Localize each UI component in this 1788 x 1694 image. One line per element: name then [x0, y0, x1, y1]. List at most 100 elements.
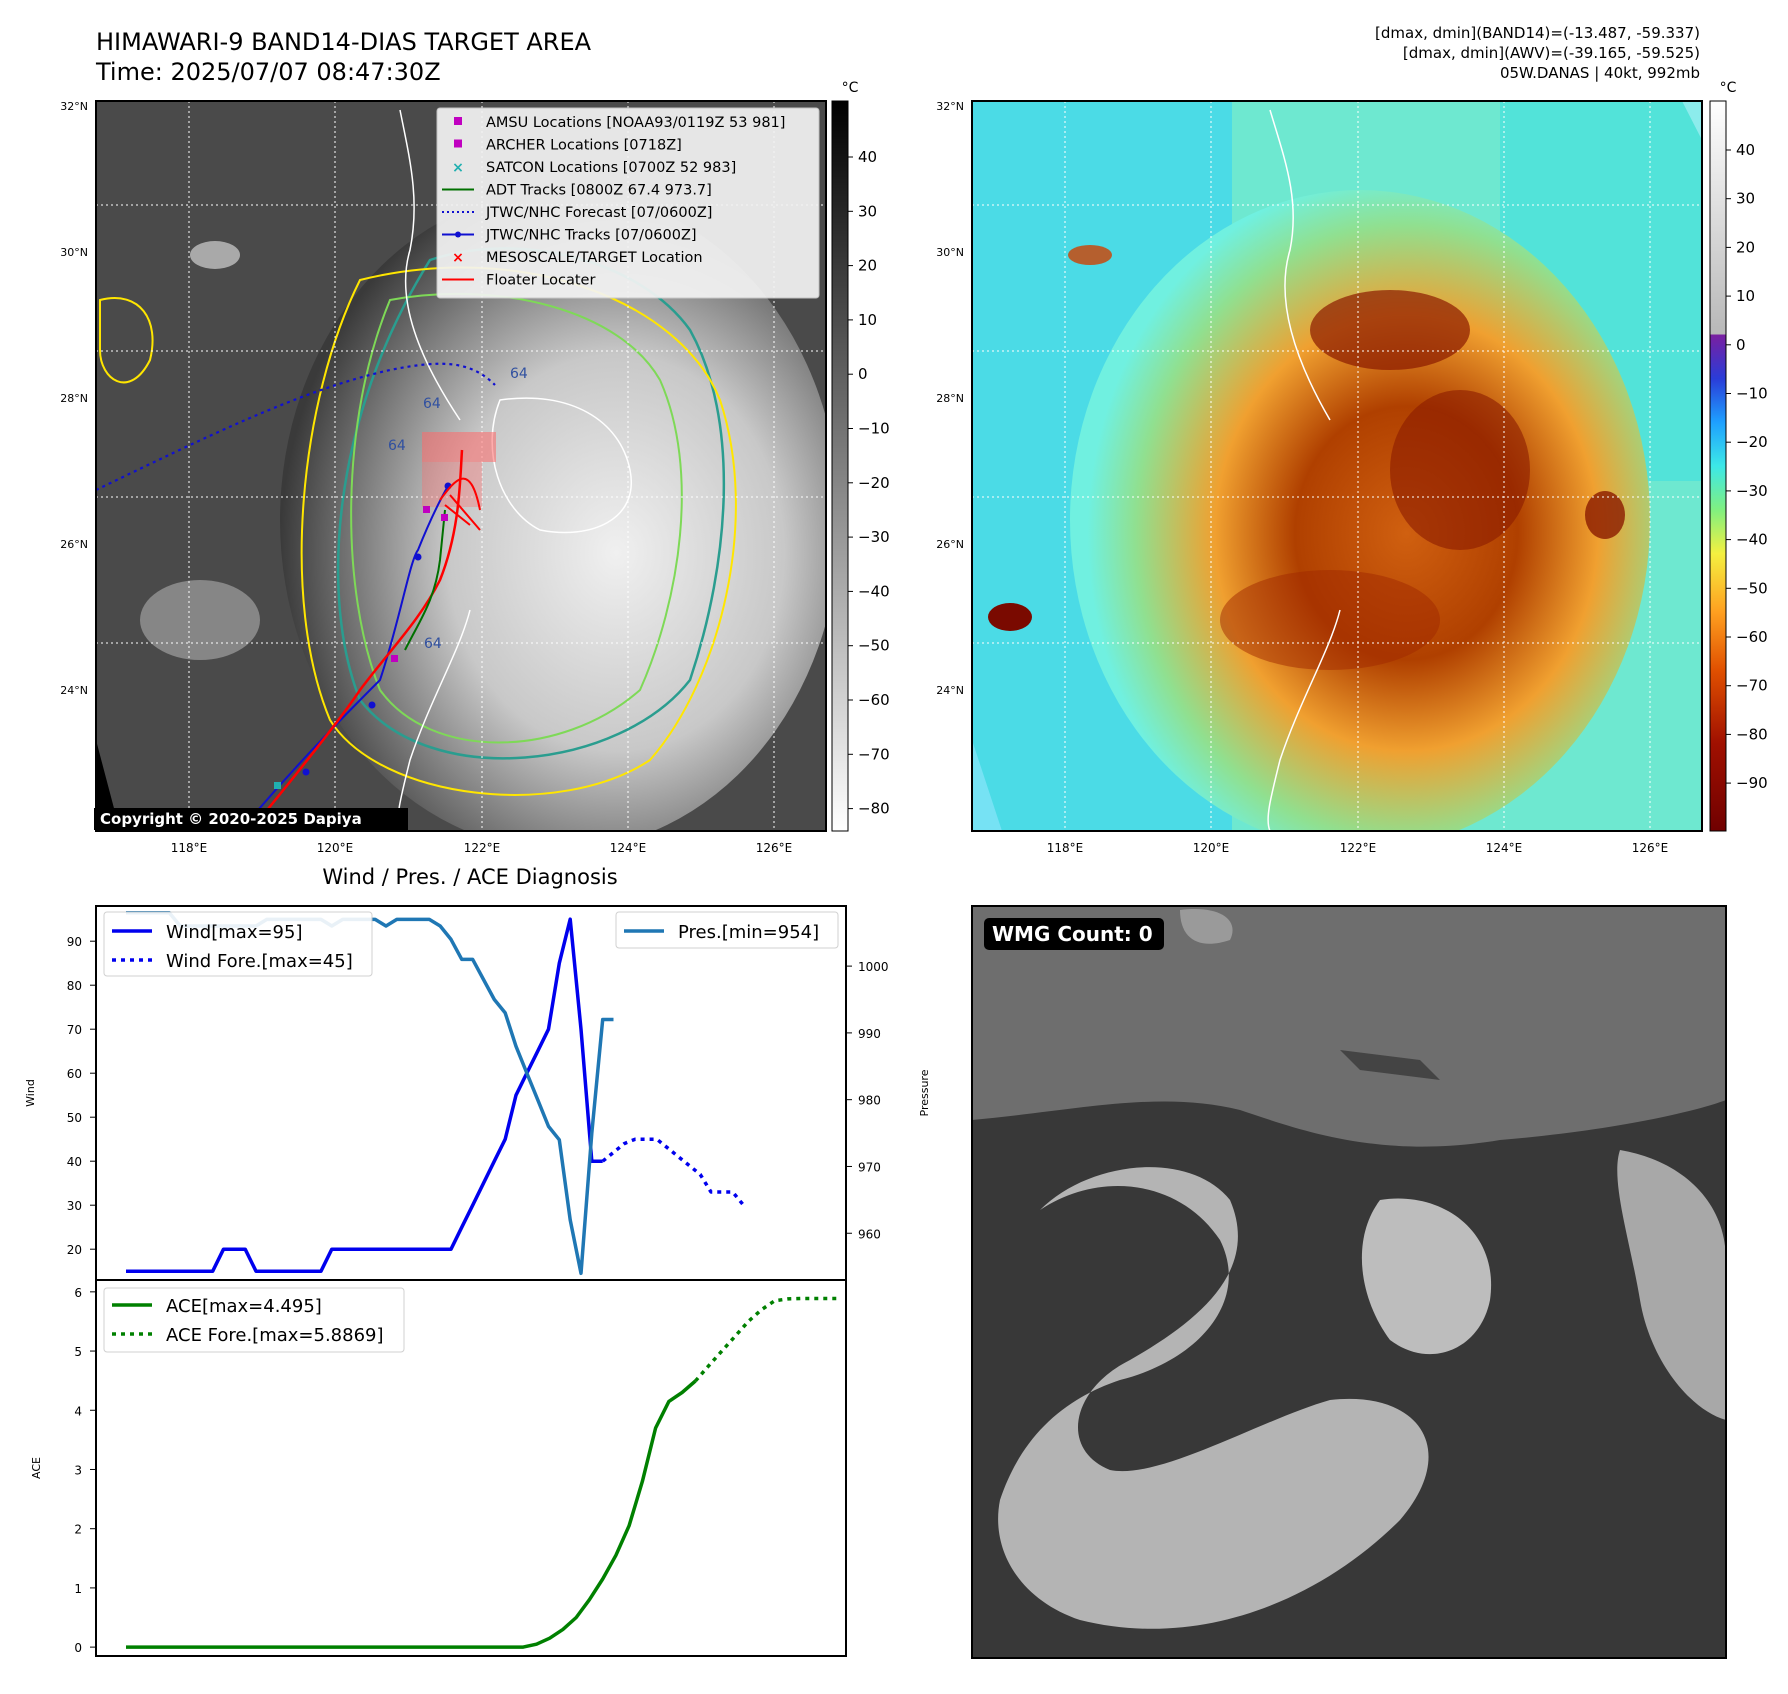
ace-tick-label: 5 [74, 1345, 82, 1359]
wind-tick-label: 70 [67, 1023, 82, 1037]
legend-entry: × SATCON Locations [0700Z 52 983] [452, 160, 736, 176]
figure-title: HIMAWARI-9 BAND14-DIAS TARGET AREA [96, 28, 592, 56]
legend-wind-fore: Wind Fore.[max=45] [166, 951, 353, 972]
legend-label: SATCON Locations [0700Z 52 983] [486, 160, 736, 176]
wind-tick-label: 30 [67, 1199, 82, 1213]
pressure-tick-label: 990 [858, 1027, 881, 1041]
legend-label: ARCHER Locations [0718Z] [486, 138, 682, 154]
pressure-tick-label: 1000 [858, 960, 889, 974]
series-line-ace-fore- [694, 1296, 841, 1383]
lat-label: 24°N [60, 684, 88, 697]
legend-label: MESOSCALE/TARGET Location [486, 250, 703, 266]
legend-pressure: Pres.[min=954] [678, 922, 819, 943]
lon-label: 124°E [1486, 841, 1523, 855]
colorbar-tick-label: −40 [858, 582, 890, 600]
wmg-count-badge [984, 918, 1164, 950]
colorbar-tick-label: 40 [858, 148, 877, 166]
legend-marker [454, 139, 462, 148]
legend-label: ADT Tracks [0800Z 67.4 973.7] [486, 183, 712, 199]
pressure-axis-label: Pressure [918, 1069, 931, 1116]
legend-marker: × [452, 160, 464, 176]
colorbar-tick-label: 0 [858, 365, 868, 383]
lon-label: 126°E [1632, 841, 1669, 855]
cloud-mass [280, 190, 826, 831]
colorbar-tick-label: −90 [1736, 774, 1768, 792]
colorbar-tick-label: 20 [858, 257, 877, 275]
pressure-tick-label: 980 [858, 1094, 881, 1108]
contour-label: 64 [388, 438, 406, 454]
colorbar-tick-label: 10 [1736, 287, 1755, 305]
legend-entry: ARCHER Locations [0718Z] [454, 138, 682, 154]
wmg-count-label: WMG Count: 0 [992, 922, 1153, 946]
wind-tick-label: 50 [67, 1111, 82, 1125]
lon-label: 120°E [1193, 841, 1230, 855]
legend-entry: ADT Tracks [0800Z 67.4 973.7] [442, 183, 712, 199]
ace-tick-label: 2 [74, 1523, 82, 1537]
colorbar-tick-label: −20 [858, 474, 890, 492]
lat-label: 26°N [60, 538, 88, 551]
colorbar-unit: °C [1720, 80, 1737, 96]
colorbar-tick-label: −10 [858, 420, 890, 438]
colorbar-tick-label: −60 [1736, 628, 1768, 646]
colorbar-tick-label: −20 [1736, 433, 1768, 451]
right-map-lon-labels: 118°E 120°E 122°E 124°E 126°E [1047, 841, 1669, 855]
wind-legend: Wind[max=95] Wind Fore.[max=45] [103, 911, 373, 977]
ace-tick-label: 0 [74, 1641, 82, 1655]
lat-label: 30°N [60, 246, 88, 259]
right-map-lat-labels: 32°N 30°N 28°N 26°N 24°N [936, 100, 964, 697]
lat-label: 32°N [60, 100, 88, 113]
copyright-badge [94, 808, 408, 830]
series-line-wind-fore- [601, 1137, 745, 1207]
figure-time: Time: 2025/07/07 08:47:30Z [95, 58, 441, 86]
legend-label: AMSU Locations [NOAA93/0119Z 53 981] [486, 115, 785, 131]
pressure-tick-label: 970 [858, 1160, 881, 1174]
legend-entry: JTWC/NHC Tracks [07/0600Z] [442, 228, 697, 244]
legend-label: JTWC/NHC Tracks [07/0600Z] [485, 228, 697, 244]
colorbar-unit: °C [842, 80, 859, 96]
colorbar-tick-label: 0 [1736, 336, 1746, 354]
ace-tick-label: 6 [74, 1286, 82, 1300]
pressure-tick-label: 960 [858, 1227, 881, 1241]
legend-wind: Wind[max=95] [166, 922, 303, 943]
legend-entry: AMSU Locations [NOAA93/0119Z 53 981] [454, 115, 785, 131]
legend-entry: × MESOSCALE/TARGET Location [452, 250, 702, 266]
series-line-ace [126, 1379, 697, 1649]
wind-pressure-chart: 20 30 40 50 60 70 80 90 960 970 980 990 1000 Wind Pr… [24, 905, 931, 1281]
series-line-wind [126, 917, 603, 1273]
legend-entry: Floater Locater [442, 273, 595, 289]
pressure-legend: Pres.[min=954] [615, 911, 839, 949]
colorbar-tick-label: −40 [1736, 531, 1768, 549]
colorbar-tick-label: −30 [858, 528, 890, 546]
header-band14-range: [dmax, dmin](BAND14)=(-13.487, -59.337) [1375, 24, 1700, 42]
legend-ace-fore: ACE Fore.[max=5.8869] [166, 1325, 384, 1346]
lat-label: 24°N [936, 684, 964, 697]
colorbar-tick-label: −30 [1736, 482, 1768, 500]
colorbar-tick-label: −60 [858, 691, 890, 709]
map-legend: AMSU Locations [NOAA93/0119Z 53 981] ARCH… [436, 107, 820, 299]
wind-axis-label: Wind [24, 1079, 37, 1107]
wind-tick-label: 80 [67, 979, 82, 993]
lat-label: 32°N [936, 100, 964, 113]
left-map-lon-labels: 118°E 120°E 122°E 124°E 126°E [171, 841, 793, 855]
legend-ace: ACE[max=4.495] [166, 1296, 322, 1317]
ace-tick-label: 4 [74, 1404, 82, 1418]
wmg-panel: WMG Count: 0 [971, 905, 1727, 1659]
lat-label: 28°N [60, 392, 88, 405]
wind-tick-label: 20 [67, 1243, 82, 1257]
left-map-lat-labels: 32°N 30°N 28°N 26°N 24°N [60, 100, 88, 697]
legend-marker: × [452, 250, 464, 266]
diagnosis-title: Wind / Pres. / ACE Diagnosis [322, 865, 617, 889]
wind-tick-label: 60 [67, 1067, 82, 1081]
lat-label: 26°N [936, 538, 964, 551]
right-colorbar: °C 40 30 20 10 0 −10 −20 −30 −40 −50 −60 −70 −80 −90 [1709, 80, 1768, 832]
colorbar-tick-label: −80 [1736, 725, 1768, 743]
jtwc-track [239, 485, 449, 831]
colorbar-tick-label: 30 [858, 202, 877, 220]
lon-label: 122°E [464, 841, 501, 855]
ace-axis-label: ACE [30, 1457, 43, 1479]
ace-chart: 0 1 2 3 4 5 6 ACE ACE[max=4.495] ACE Fore.[max… [30, 1279, 847, 1657]
lon-label: 124°E [610, 841, 647, 855]
lon-label: 118°E [1047, 841, 1084, 855]
colorbar-tick-label: 20 [1736, 238, 1755, 256]
